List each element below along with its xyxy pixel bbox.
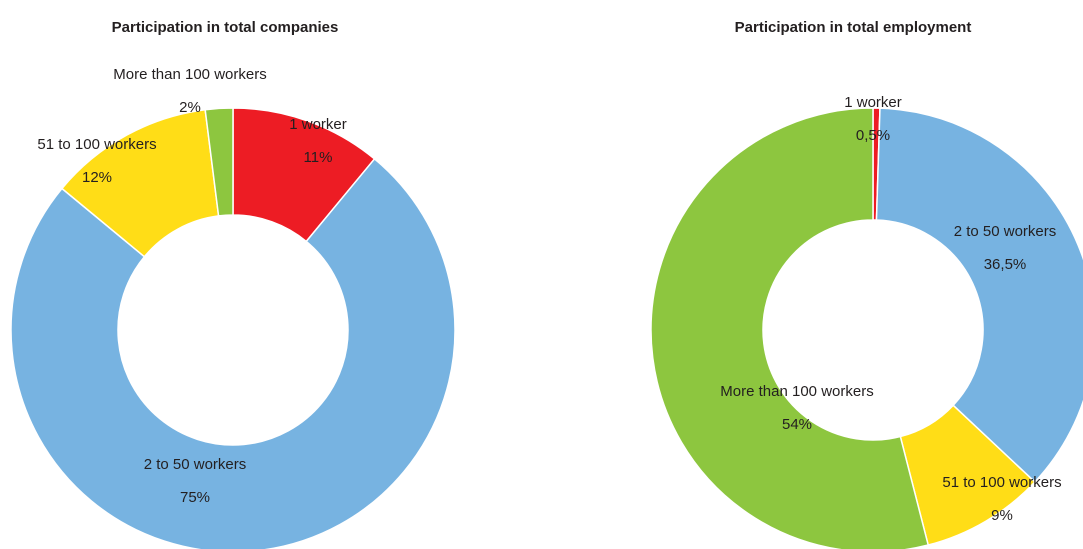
slice-value-label: 36,5% bbox=[984, 256, 1027, 273]
donut-slice bbox=[650, 107, 930, 549]
donut-slice bbox=[875, 107, 1083, 484]
slice-value-label: 9% bbox=[991, 507, 1013, 524]
donut-slice bbox=[10, 157, 456, 549]
slice-label: 51 to 100 workers bbox=[942, 474, 1061, 491]
slice-value-label: 0,5% bbox=[856, 127, 890, 144]
slice-label: More than 100 workers bbox=[113, 66, 266, 83]
slice-label: 1 worker bbox=[289, 116, 347, 133]
slice-label: 2 to 50 workers bbox=[144, 456, 247, 473]
slice-value-label: 11% bbox=[304, 149, 333, 166]
slice-value-label: 12% bbox=[82, 169, 112, 186]
slice-value-label: 2% bbox=[179, 99, 201, 116]
slice-label: 1 worker bbox=[844, 94, 902, 111]
chart-title: Participation in total employment bbox=[735, 19, 972, 36]
slice-value-label: 54% bbox=[782, 416, 812, 433]
slice-label: More than 100 workers bbox=[720, 383, 873, 400]
donut-slice bbox=[204, 107, 234, 217]
slice-label: 2 to 50 workers bbox=[954, 223, 1057, 240]
slice-value-label: 75% bbox=[180, 489, 210, 506]
chart-title: Participation in total companies bbox=[112, 19, 339, 36]
slice-label: 51 to 100 workers bbox=[37, 136, 156, 153]
